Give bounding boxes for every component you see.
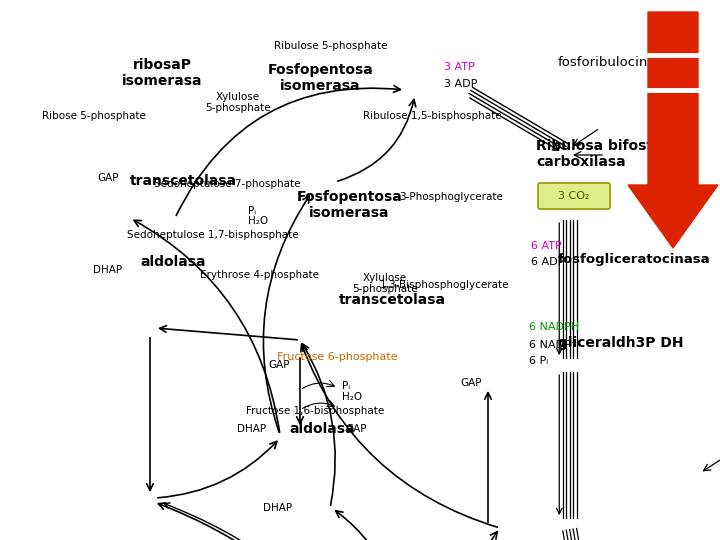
Polygon shape [628,12,718,248]
Text: fosfogliceratocinasa: fosfogliceratocinasa [558,253,711,266]
Text: Sedoheptulose 7-phosphate: Sedoheptulose 7-phosphate [153,179,300,188]
Text: 3 ADP: 3 ADP [444,79,477,89]
Text: 1,3-Bisphosphoglycerate: 1,3-Bisphosphoglycerate [379,280,509,290]
Text: aldolasa: aldolasa [140,255,205,269]
Text: transcetolasa: transcetolasa [339,293,446,307]
Text: GAP: GAP [461,379,482,388]
Text: DHAP: DHAP [94,265,122,275]
Text: Pᵢ: Pᵢ [248,206,256,215]
Text: gliceraldh3P DH: gliceraldh3P DH [558,336,683,350]
Text: Ribulose 5-phosphate: Ribulose 5-phosphate [274,41,388,51]
Text: Fructose 1,6-bisphosphate: Fructose 1,6-bisphosphate [246,407,384,416]
Text: 3 CO₂: 3 CO₂ [558,191,590,201]
Text: Pᵢ: Pᵢ [342,381,350,391]
FancyBboxPatch shape [538,183,610,209]
Text: GAP: GAP [97,173,119,183]
Text: H₂O: H₂O [342,392,362,402]
Text: Xylulose
5-phosphate: Xylulose 5-phosphate [352,273,418,294]
Text: 6 ADP: 6 ADP [531,257,564,267]
Text: 3 ATP: 3 ATP [444,63,475,72]
Text: DHAP: DHAP [238,424,266,434]
Text: Ribose 5-phosphate: Ribose 5-phosphate [42,111,145,121]
Text: 6 NADP⁺: 6 NADP⁺ [529,340,577,349]
Text: Xylulose
5-phosphate: Xylulose 5-phosphate [204,92,271,113]
Text: aldolasa: aldolasa [290,422,355,436]
Text: DHAP: DHAP [263,503,292,512]
Text: GAP: GAP [269,360,290,369]
Text: Ribulose 1,5-bisphosphate: Ribulose 1,5-bisphosphate [363,111,501,121]
Text: Sedoheptulose 1,7-bisphosphate: Sedoheptulose 1,7-bisphosphate [127,230,298,240]
Text: Fosfopentosa
isomerasa: Fosfopentosa isomerasa [268,63,373,93]
Text: 3-Phosphoglycerate: 3-Phosphoglycerate [400,192,503,202]
Text: fosforibulocinasa: fosforibulocinasa [558,56,672,69]
Text: Erythrose 4-phosphate: Erythrose 4-phosphate [199,271,319,280]
Text: ribosaP
isomerasa: ribosaP isomerasa [122,58,202,88]
Text: 6 NADPH: 6 NADPH [529,322,580,332]
Text: Ribulosa bifosfato
carboxilasa: Ribulosa bifosfato carboxilasa [536,139,678,169]
Text: GAP: GAP [346,424,367,434]
Text: Fosfopentosa
isomerasa: Fosfopentosa isomerasa [297,190,402,220]
Text: Fructose 6-phosphate: Fructose 6-phosphate [276,353,397,362]
Text: transcetolasa: transcetolasa [130,174,237,188]
Text: 6 Pᵢ: 6 Pᵢ [529,356,549,366]
Text: H₂O: H₂O [248,217,269,226]
Text: 6 ATP: 6 ATP [531,241,562,251]
